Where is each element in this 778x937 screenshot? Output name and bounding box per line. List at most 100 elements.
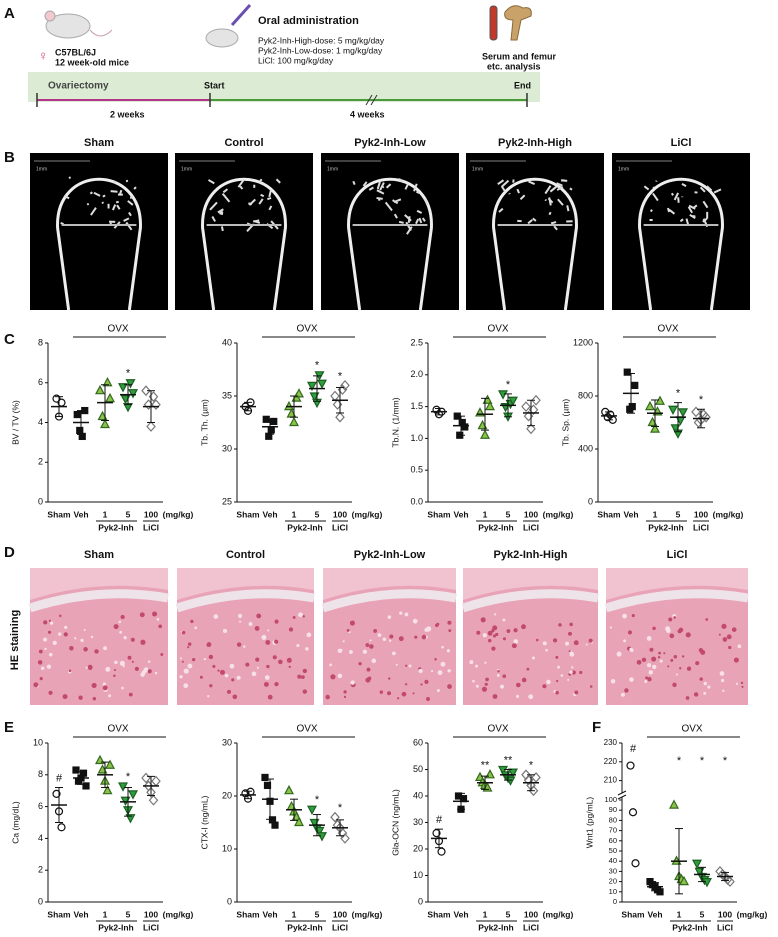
trabecular-stain <box>64 625 68 629</box>
trabecula <box>652 186 656 189</box>
x-tick-label: Veh <box>73 509 88 519</box>
y-tick-label: 0 <box>38 896 43 906</box>
trabecula <box>237 179 245 188</box>
trabecula <box>519 194 526 201</box>
data-point <box>461 423 469 431</box>
y-tick-label: 0 <box>38 496 43 506</box>
trabecular-stain <box>719 671 725 676</box>
trabecular-stain <box>245 662 250 667</box>
x-tick-label: 1 <box>292 509 297 519</box>
group-label: LiCl <box>332 522 348 532</box>
trabecular-stain <box>492 694 498 699</box>
trabecula <box>544 199 547 202</box>
trabecula <box>393 213 398 219</box>
trabecular-stain <box>703 681 707 686</box>
group-label: LiCl <box>332 922 348 932</box>
phase: Ovariectomy <box>48 81 109 92</box>
trabecular-stain <box>426 697 430 701</box>
trabecular-stain <box>484 661 487 664</box>
significance-label: # <box>436 814 443 826</box>
trabecula <box>133 186 137 190</box>
trabecular-stain <box>475 684 479 688</box>
trabecular-stain <box>83 647 88 652</box>
trabecular-stain <box>139 612 145 618</box>
data-point <box>100 418 110 429</box>
y-tick-label: 0 <box>613 897 617 906</box>
trabecular-stain <box>261 634 267 640</box>
trabecula <box>385 183 392 189</box>
trabecular-stain <box>343 690 347 694</box>
trabecular-stain <box>48 652 53 657</box>
data-point <box>118 782 128 792</box>
trabecular-stain <box>362 649 368 654</box>
significance-label: * <box>700 755 705 767</box>
y-tick-label: 1.5 <box>410 401 423 411</box>
scale-label: 1mm <box>36 166 47 172</box>
x-tick-label: Veh <box>262 909 277 919</box>
trabecula <box>413 183 418 192</box>
trabecular-stain <box>239 620 242 623</box>
trabecular-stain <box>224 673 229 678</box>
trabecula <box>501 186 507 193</box>
trabecula <box>63 194 70 200</box>
data-point <box>631 381 639 389</box>
trabecular-stain <box>103 646 108 651</box>
trabecula <box>544 185 552 195</box>
treatment-title: Oral administration <box>258 15 359 27</box>
y-tick-label: 40 <box>609 856 617 865</box>
trabecular-stain <box>567 678 570 681</box>
trabecular-stain <box>226 689 232 694</box>
trabecula <box>424 198 429 206</box>
trabecular-stain <box>405 683 408 686</box>
trabecular-stain <box>481 686 487 692</box>
significance-label: * <box>677 755 682 767</box>
trabecular-stain <box>589 685 593 688</box>
trabecular-stain <box>377 633 382 637</box>
trabecular-stain <box>349 620 355 626</box>
y-axis-label: Wnt1 (pg/mL) <box>584 797 594 849</box>
group-label: Pyk2-Inh <box>478 922 513 932</box>
trabecular-stain <box>91 682 97 688</box>
trabecular-stain <box>47 630 52 634</box>
trabecular-stain <box>87 664 93 670</box>
trabecular-stain <box>52 640 57 646</box>
trabecular-stain <box>274 639 279 644</box>
group-label: OVX <box>296 324 317 335</box>
trabecula <box>268 205 273 211</box>
trabecular-stain <box>243 645 246 648</box>
y-tick-label: 60 <box>609 836 617 845</box>
trabecular-stain <box>85 666 88 669</box>
y-tick-label: 230 <box>604 738 618 747</box>
y-tick-label: 210 <box>604 776 618 785</box>
bone-outline <box>347 177 433 311</box>
epiphysis <box>30 568 168 600</box>
trabecular-stain <box>679 667 682 670</box>
trabecula <box>687 206 694 214</box>
trabecular-stain <box>560 674 564 677</box>
trabecular-stain <box>718 633 721 636</box>
trabecular-stain <box>568 631 573 636</box>
trabecular-stain <box>187 646 190 649</box>
trabecular-stain <box>248 622 253 626</box>
trabecular-stain <box>254 625 260 631</box>
trabecular-stain <box>154 671 158 675</box>
trabecula <box>220 226 224 232</box>
y-tick-label: 0 <box>418 896 423 906</box>
data-point <box>72 766 80 774</box>
y-tick-label: 50 <box>413 764 423 774</box>
y-tick-label: 4 <box>38 417 43 427</box>
data-point <box>485 400 495 411</box>
trabecular-stain <box>114 660 118 665</box>
x-tick-label: 100 <box>718 909 732 919</box>
y-tick-label: 2.5 <box>410 337 423 347</box>
trabecular-stain <box>545 648 548 652</box>
trabecular-stain <box>222 628 227 633</box>
y-tick-label: 30 <box>222 443 232 453</box>
trabecular-stain <box>337 673 343 679</box>
trabecular-stain <box>437 670 443 676</box>
syringe <box>230 3 252 27</box>
group-label: LiCl <box>523 522 539 532</box>
trabecular-stain <box>348 650 353 654</box>
trabecular-stain <box>203 657 207 661</box>
y-tick-label: 0.5 <box>410 465 423 475</box>
